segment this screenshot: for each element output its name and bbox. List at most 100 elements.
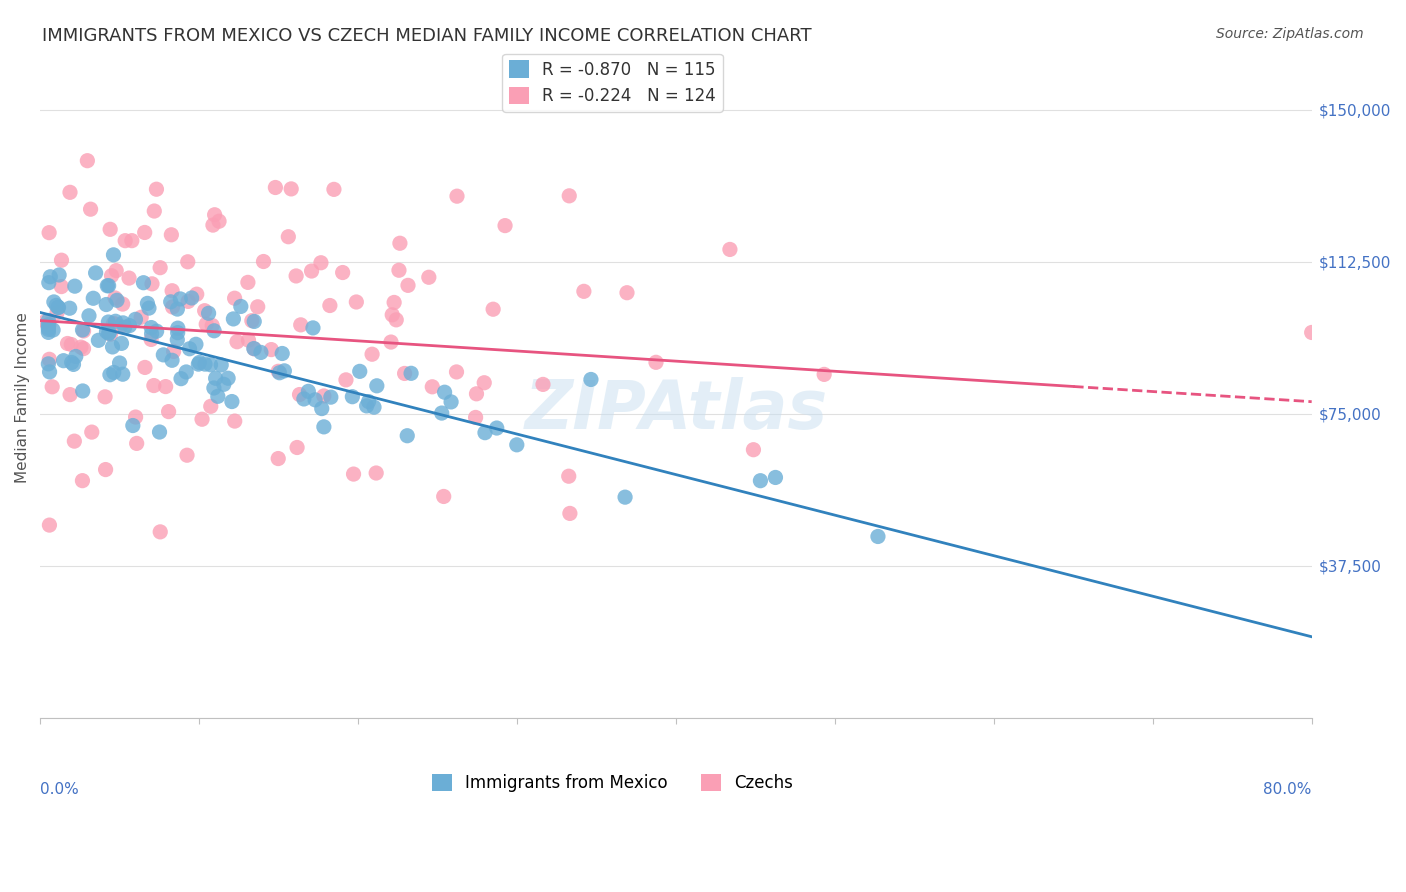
Czechs: [38, 226, 60, 240]
Czechs: [396, 278, 419, 293]
Immigrants from Mexico: [166, 321, 188, 335]
Czechs: [226, 334, 249, 349]
Czechs: [494, 219, 516, 233]
Czechs: [94, 462, 117, 476]
Czechs: [446, 365, 468, 379]
Czechs: [332, 266, 354, 280]
Immigrants from Mexico: [101, 340, 124, 354]
Immigrants from Mexico: [200, 358, 222, 372]
Czechs: [51, 279, 73, 293]
Immigrants from Mexico: [399, 367, 422, 381]
Czechs: [264, 180, 287, 194]
Immigrants from Mexico: [221, 394, 243, 409]
Immigrants from Mexico: [45, 298, 67, 312]
Czechs: [394, 367, 416, 381]
Czechs: [79, 202, 101, 217]
Czechs: [323, 182, 346, 196]
Czechs: [277, 229, 299, 244]
Immigrants from Mexico: [98, 368, 121, 382]
Immigrants from Mexico: [159, 294, 181, 309]
Immigrants from Mexico: [349, 364, 371, 378]
Immigrants from Mexico: [72, 384, 94, 398]
Immigrants from Mexico: [170, 372, 193, 386]
Immigrants from Mexico: [506, 438, 529, 452]
Czechs: [238, 333, 260, 347]
Czechs: [114, 234, 136, 248]
Immigrants from Mexico: [37, 326, 59, 340]
Immigrants from Mexico: [96, 325, 118, 339]
Czechs: [72, 474, 94, 488]
Czechs: [361, 347, 384, 361]
Immigrants from Mexico: [60, 355, 83, 369]
Immigrants from Mexico: [148, 425, 170, 439]
Immigrants from Mexico: [217, 371, 239, 385]
Czechs: [464, 410, 486, 425]
Text: 0.0%: 0.0%: [41, 782, 79, 797]
Czechs: [142, 378, 165, 392]
Immigrants from Mexico: [396, 428, 419, 442]
Immigrants from Mexico: [485, 421, 508, 435]
Czechs: [76, 153, 98, 168]
Czechs: [382, 295, 405, 310]
Immigrants from Mexico: [52, 353, 75, 368]
Czechs: [309, 256, 332, 270]
Immigrants from Mexico: [48, 268, 70, 282]
Immigrants from Mexico: [765, 470, 787, 484]
Czechs: [100, 268, 122, 283]
Text: IMMIGRANTS FROM MEXICO VS CZECH MEDIAN FAMILY INCOME CORRELATION CHART: IMMIGRANTS FROM MEXICO VS CZECH MEDIAN F…: [42, 27, 811, 45]
Czechs: [160, 227, 183, 242]
Immigrants from Mexico: [212, 377, 235, 392]
Czechs: [149, 524, 172, 539]
Immigrants from Mexico: [42, 294, 65, 309]
Immigrants from Mexico: [273, 364, 295, 378]
Immigrants from Mexico: [65, 350, 87, 364]
Czechs: [558, 507, 581, 521]
Immigrants from Mexico: [166, 333, 188, 347]
Czechs: [319, 299, 342, 313]
Czechs: [380, 334, 402, 349]
Czechs: [41, 380, 63, 394]
Immigrants from Mexico: [103, 366, 125, 380]
Czechs: [267, 364, 290, 378]
Czechs: [157, 404, 180, 418]
Czechs: [240, 313, 263, 327]
Y-axis label: Median Family Income: Median Family Income: [15, 312, 30, 483]
Immigrants from Mexico: [132, 276, 155, 290]
Immigrants from Mexico: [141, 326, 163, 341]
Immigrants from Mexico: [207, 389, 229, 403]
Czechs: [134, 226, 156, 240]
Immigrants from Mexico: [103, 248, 125, 262]
Czechs: [290, 318, 312, 332]
Immigrants from Mexico: [124, 312, 146, 326]
Immigrants from Mexico: [356, 399, 378, 413]
Czechs: [177, 294, 200, 309]
Immigrants from Mexico: [63, 279, 86, 293]
Immigrants from Mexico: [121, 418, 143, 433]
Czechs: [201, 218, 224, 232]
Czechs: [285, 441, 308, 455]
Immigrants from Mexico: [243, 342, 266, 356]
Czechs: [482, 302, 505, 317]
Text: ZIPAtlas: ZIPAtlas: [524, 377, 828, 443]
Czechs: [195, 317, 218, 331]
Immigrants from Mexico: [37, 320, 59, 334]
Immigrants from Mexico: [152, 348, 174, 362]
Immigrants from Mexico: [197, 306, 219, 320]
Czechs: [105, 263, 128, 277]
Immigrants from Mexico: [97, 278, 120, 293]
Immigrants from Mexico: [179, 342, 201, 356]
Immigrants from Mexico: [292, 392, 315, 406]
Immigrants from Mexico: [77, 309, 100, 323]
Czechs: [72, 324, 94, 338]
Immigrants from Mexico: [145, 324, 167, 338]
Immigrants from Mexico: [87, 334, 110, 348]
Czechs: [335, 373, 357, 387]
Czechs: [194, 303, 217, 318]
Immigrants from Mexico: [222, 312, 245, 326]
Czechs: [162, 344, 184, 359]
Czechs: [558, 469, 581, 483]
Czechs: [177, 254, 200, 268]
Czechs: [246, 300, 269, 314]
Czechs: [111, 297, 134, 311]
Immigrants from Mexico: [312, 420, 335, 434]
